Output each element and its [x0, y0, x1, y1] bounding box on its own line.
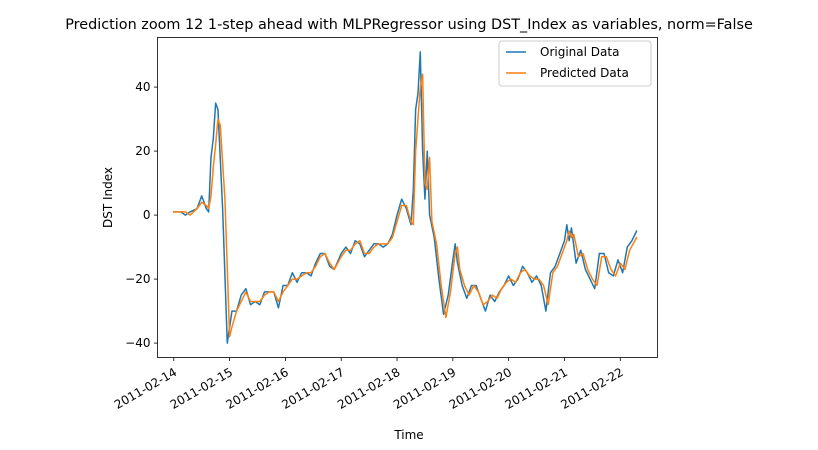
x-tick-label: 2011-02-14 — [112, 365, 179, 412]
y-tick-label: 40 — [135, 80, 150, 94]
y-axis-ticks: −40 −20 0 20 40 — [125, 80, 158, 350]
x-tick-label: 2011-02-18 — [335, 365, 402, 412]
x-tick-label: 2011-02-22 — [558, 365, 625, 412]
x-tick-label: 2011-02-19 — [391, 365, 458, 412]
x-tick-label: 2011-02-21 — [503, 365, 570, 412]
x-tick-label: 2011-02-16 — [224, 365, 291, 412]
legend-label-original: Original Data — [540, 45, 619, 59]
series-line-predicted — [173, 73, 638, 338]
x-tick-label: 2011-02-17 — [279, 365, 346, 412]
y-tick-label: −20 — [125, 272, 150, 286]
legend-label-predicted: Predicted Data — [540, 66, 629, 80]
x-axis-ticks: 2011-02-142011-02-152011-02-162011-02-17… — [112, 357, 626, 412]
chart-title: Prediction zoom 12 1-step ahead with MLP… — [65, 17, 753, 33]
x-axis-title: Time — [393, 428, 423, 442]
y-tick-label: −40 — [125, 336, 150, 350]
legend-box — [498, 40, 652, 87]
x-tick-label: 2011-02-20 — [447, 365, 514, 412]
y-tick-label: 20 — [135, 144, 150, 158]
plot-lines — [173, 51, 638, 344]
plot-frame — [157, 37, 658, 358]
y-tick-label: 0 — [143, 208, 151, 222]
y-axis-title: DST Index — [101, 167, 115, 228]
x-tick-label: 2011-02-15 — [168, 365, 235, 412]
legend: Original Data Predicted Data — [498, 40, 652, 87]
series-line-original — [173, 51, 638, 344]
